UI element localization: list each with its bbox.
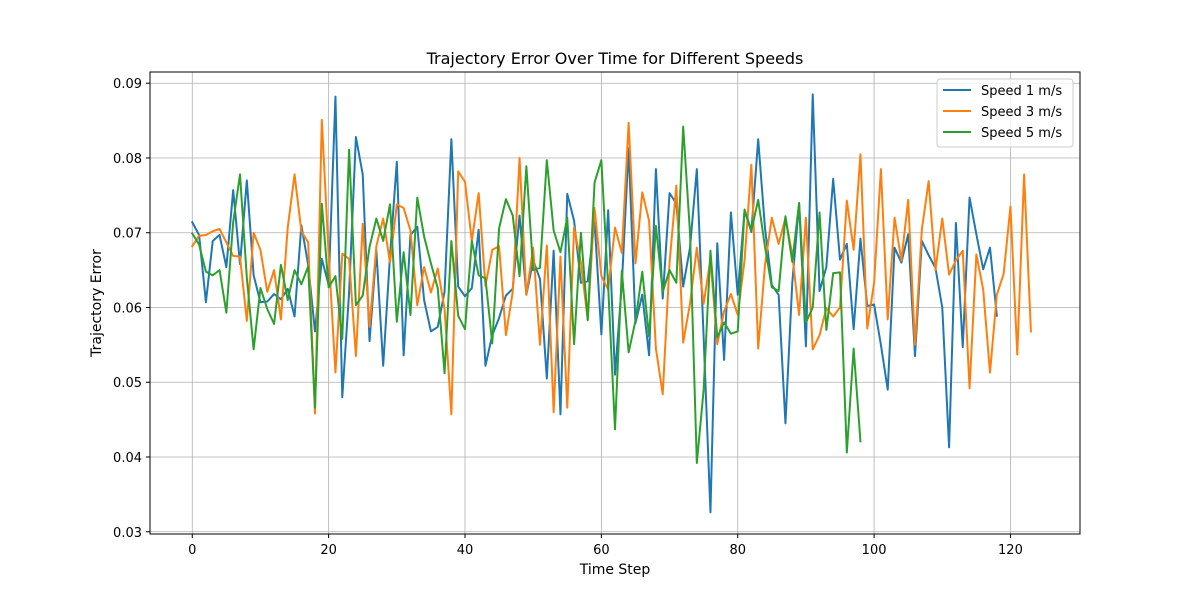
x-axis: 0 20 40 60 80 100 120	[188, 534, 1023, 558]
y-tick-label: 0.04	[113, 451, 142, 466]
y-axis: 0.03 0.04 0.05 0.06 0.07 0.08 0.09	[113, 77, 150, 541]
y-tick-label: 0.08	[113, 152, 142, 167]
x-tick-label: 60	[593, 543, 610, 558]
legend-box	[936, 78, 1074, 148]
series-line-speed-5-m-s	[190, 125, 862, 464]
x-tick-label: 0	[188, 543, 196, 558]
series-line-speed-3-m-s	[190, 118, 1032, 416]
legend: Speed 1 m/s Speed 3 m/s Speed 5 m/s	[936, 78, 1074, 148]
series-group	[190, 93, 1032, 514]
x-tick-label: 100	[862, 543, 887, 558]
chart-title: Trajectory Error Over Time for Different…	[426, 49, 804, 68]
x-tick-label: 40	[457, 543, 474, 558]
x-tick-label: 20	[320, 543, 337, 558]
legend-label-speed-1: Speed 1 m/s	[981, 84, 1062, 99]
y-tick-label: 0.05	[113, 376, 142, 391]
x-tick-label: 120	[998, 543, 1023, 558]
legend-label-speed-5: Speed 5 m/s	[981, 126, 1062, 141]
y-tick-label: 0.07	[113, 227, 142, 242]
y-tick-label: 0.03	[113, 526, 142, 541]
y-tick-label: 0.09	[113, 77, 142, 92]
plot-frame	[149, 71, 1081, 535]
y-tick-label: 0.06	[113, 301, 142, 316]
y-axis-title: Trajectory Error	[89, 249, 105, 358]
x-axis-title: Time Step	[579, 562, 651, 578]
x-tick-label: 80	[729, 543, 746, 558]
legend-label-speed-3: Speed 3 m/s	[981, 105, 1062, 120]
